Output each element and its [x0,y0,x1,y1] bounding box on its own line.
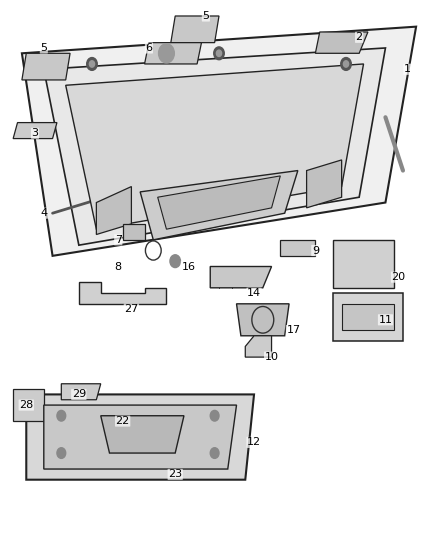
Polygon shape [237,304,289,336]
Text: 14: 14 [247,288,261,298]
Polygon shape [342,304,394,330]
Circle shape [210,448,219,458]
Polygon shape [44,405,237,469]
Text: 22: 22 [116,416,130,426]
Text: 2: 2 [356,33,363,42]
Text: 12: 12 [247,438,261,447]
Text: 27: 27 [124,304,138,314]
Polygon shape [280,240,315,256]
Polygon shape [307,160,342,208]
Polygon shape [245,336,272,357]
Text: 4: 4 [40,208,47,218]
Text: 5: 5 [202,11,209,21]
Text: 3: 3 [32,128,39,138]
Circle shape [170,255,180,268]
Polygon shape [101,416,184,453]
Polygon shape [333,240,394,288]
Circle shape [343,61,349,67]
Polygon shape [13,123,57,139]
Circle shape [341,58,351,70]
Text: 17: 17 [286,326,300,335]
Text: 1: 1 [404,64,411,74]
Text: 16: 16 [181,262,195,271]
Polygon shape [22,27,416,256]
Text: 10: 10 [265,352,279,362]
Polygon shape [158,176,280,229]
Text: 11: 11 [378,315,392,325]
Text: 9: 9 [312,246,319,255]
Polygon shape [145,43,201,64]
Polygon shape [123,224,145,240]
Polygon shape [66,64,364,229]
Polygon shape [26,394,254,480]
Polygon shape [22,53,70,80]
Polygon shape [61,384,101,400]
Circle shape [57,448,66,458]
Polygon shape [315,32,368,53]
Polygon shape [210,266,272,288]
Polygon shape [96,187,131,235]
Circle shape [57,410,66,421]
Text: 6: 6 [145,43,152,53]
Polygon shape [44,48,385,245]
Circle shape [89,61,95,67]
Text: 5: 5 [40,43,47,53]
Polygon shape [333,293,403,341]
Polygon shape [79,282,166,304]
Circle shape [159,44,174,63]
Text: 8: 8 [115,262,122,271]
Circle shape [214,47,224,60]
Text: 7: 7 [115,235,122,245]
Circle shape [87,58,97,70]
Circle shape [210,410,219,421]
Text: 28: 28 [19,400,33,410]
Text: 29: 29 [72,390,86,399]
Circle shape [216,50,222,56]
Text: 23: 23 [168,470,182,479]
Text: 20: 20 [392,272,406,282]
Polygon shape [13,389,44,421]
Polygon shape [171,16,219,43]
Polygon shape [140,171,298,240]
